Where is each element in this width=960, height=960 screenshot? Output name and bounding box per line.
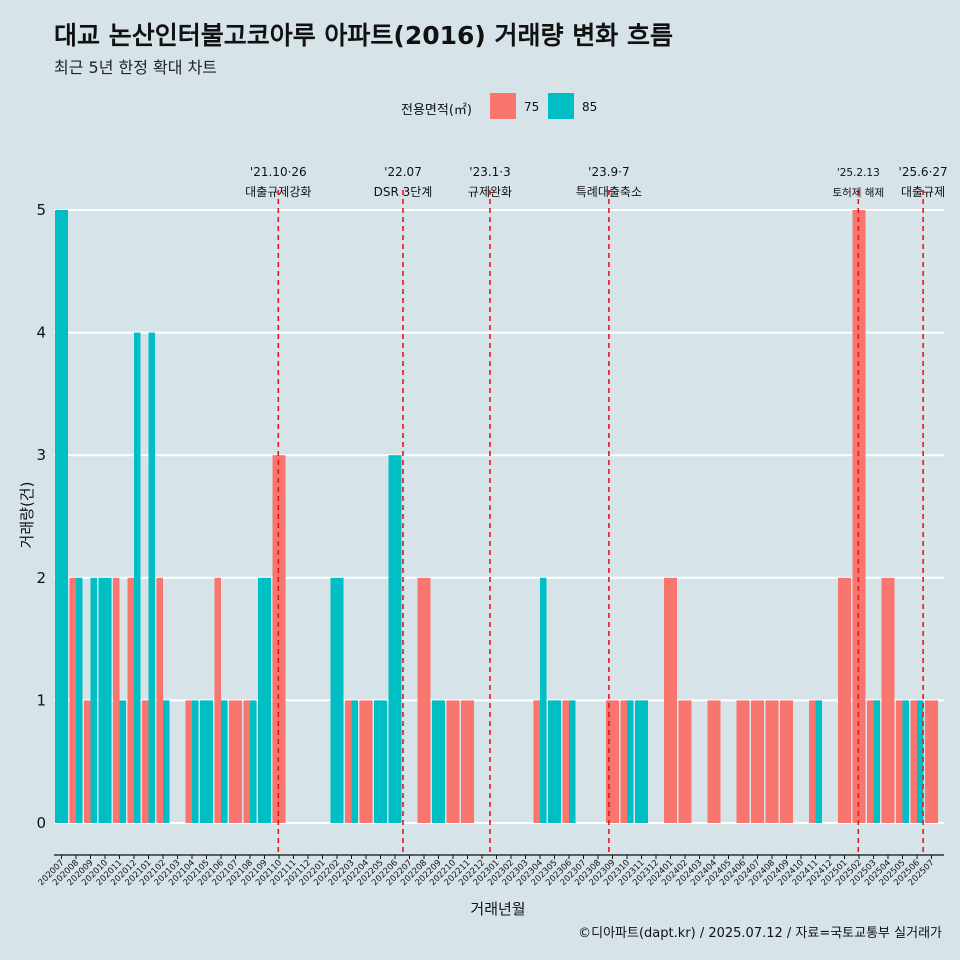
- bar-202109-85: [258, 577, 271, 823]
- bar-202306-75: [562, 700, 569, 823]
- event-date-0: '21.10·26: [250, 165, 307, 179]
- bar-202009-75: [84, 700, 91, 823]
- event-label-1: DSR 3단계: [374, 185, 433, 199]
- bar-202501-75: [838, 577, 851, 823]
- bar-202101-75: [142, 700, 149, 823]
- bar-202009-85: [90, 577, 97, 823]
- bar-202208-75: [417, 577, 431, 823]
- bar-202008-85: [76, 577, 83, 823]
- bars: [55, 210, 938, 823]
- bar-202503-75: [867, 700, 874, 823]
- event-date-5: '25.6·27: [899, 165, 948, 179]
- event-label-0: 대출규제강화: [245, 185, 311, 199]
- bar-202012-85: [134, 332, 141, 823]
- bar-202504-75: [881, 577, 895, 823]
- x-axis-label: 거래년월: [470, 900, 525, 918]
- bar-202106-85: [221, 700, 228, 823]
- y-tick-label: 3: [36, 446, 46, 464]
- bar-202411-85: [815, 700, 822, 823]
- bar-202203-85: [351, 700, 358, 823]
- legend-title: 전용면적(㎡): [401, 103, 472, 118]
- bar-202203-75: [345, 700, 352, 823]
- bar-202011-75: [113, 577, 120, 823]
- bar-202204-75: [359, 700, 373, 823]
- chart-title: 대교 논산인터불고코아루 아파트(2016) 거래량 변화 흐름: [54, 21, 673, 50]
- bar-202105-85: [200, 700, 213, 823]
- bar-202310-85: [627, 700, 634, 823]
- bar-202211-75: [461, 700, 474, 823]
- legend-label-85: 85: [582, 100, 598, 114]
- bar-202107-75: [229, 700, 242, 823]
- bar-202411-75: [809, 700, 816, 823]
- axes: 2020072020082020092020102020112020122021…: [37, 854, 944, 888]
- legend-swatch-75: [490, 93, 516, 119]
- y-axis-label: 거래량(건): [18, 482, 36, 549]
- bar-202311-85: [635, 700, 648, 823]
- bar-202104-75: [185, 700, 192, 823]
- bar-202408-75: [765, 700, 779, 823]
- event-lines: '21.10·26 대출규제강화 '22.07 DSR 3단계 '23.1·3 규제완화 '…: [245, 165, 948, 855]
- bar-202202-85: [330, 577, 344, 823]
- y-tick-label: 5: [36, 201, 46, 219]
- bar-202110-75: [272, 455, 286, 823]
- bar-202506-85: [917, 700, 924, 823]
- bar-202503-85: [873, 700, 880, 823]
- bar-202101-85: [148, 332, 155, 823]
- bar-202409-75: [780, 700, 793, 823]
- y-tick-label: 4: [36, 324, 46, 342]
- bar-202106-75: [214, 577, 221, 823]
- bar-202102-85: [163, 700, 170, 823]
- bar-202008-75: [69, 577, 76, 823]
- bar-202506-75: [910, 700, 917, 823]
- event-date-1: '22.07: [384, 165, 422, 179]
- bar-202505-75: [896, 700, 903, 823]
- bar-202407-75: [751, 700, 764, 823]
- y-tick-label: 0: [36, 814, 46, 832]
- chart-subtitle: 최근 5년 한정 확대 차트: [54, 58, 218, 77]
- legend: 전용면적(㎡) 75 85: [0, 92, 960, 122]
- bar-202010-85: [98, 577, 112, 823]
- bar-202205-85: [374, 700, 387, 823]
- bar-202012-75: [127, 577, 134, 823]
- bar-202402-75: [678, 700, 692, 823]
- event-label-4: 토허제 해제: [832, 186, 884, 199]
- bar-202210-75: [446, 700, 460, 823]
- bar-202401-75: [664, 577, 677, 823]
- event-label-2: 규제완화: [468, 185, 512, 199]
- bar-202206-85: [388, 455, 402, 823]
- y-tick-label: 2: [36, 569, 46, 587]
- bar-202011-85: [119, 700, 126, 823]
- bar-202108-85: [250, 700, 257, 823]
- bar-202505-85: [902, 700, 909, 823]
- event-label-3: 특례대출축소: [576, 185, 642, 199]
- bar-202507-75: [925, 700, 938, 823]
- bar-202104-85: [192, 700, 199, 823]
- event-date-3: '23.9·7: [588, 165, 629, 179]
- bar-202404-75: [707, 700, 721, 823]
- grid-lines: 0 1 2 3 4 5: [36, 201, 944, 832]
- event-date-4: '25.2.13: [837, 167, 880, 179]
- event-label-5: 대출규제: [901, 185, 945, 199]
- bar-202310-75: [620, 700, 627, 823]
- bar-202304-85: [540, 577, 547, 823]
- legend-swatch-85: [548, 93, 574, 119]
- bar-202108-75: [243, 700, 250, 823]
- bar-202209-85: [432, 700, 445, 823]
- bar-202007-85: [55, 210, 68, 823]
- bar-202309-75: [606, 700, 619, 823]
- event-date-2: '23.1·3: [469, 165, 510, 179]
- y-tick-label: 1: [36, 691, 46, 709]
- bar-202305-85: [548, 700, 561, 823]
- legend-label-75: 75: [524, 100, 540, 114]
- bar-202306-85: [569, 700, 576, 823]
- bar-202102-75: [156, 577, 163, 823]
- bar-202304-75: [533, 700, 540, 823]
- footer-credit: ©디아파트(dapt.kr) / 2025.07.12 / 자료=국토교통부 실…: [578, 926, 942, 941]
- bar-202406-75: [736, 700, 750, 823]
